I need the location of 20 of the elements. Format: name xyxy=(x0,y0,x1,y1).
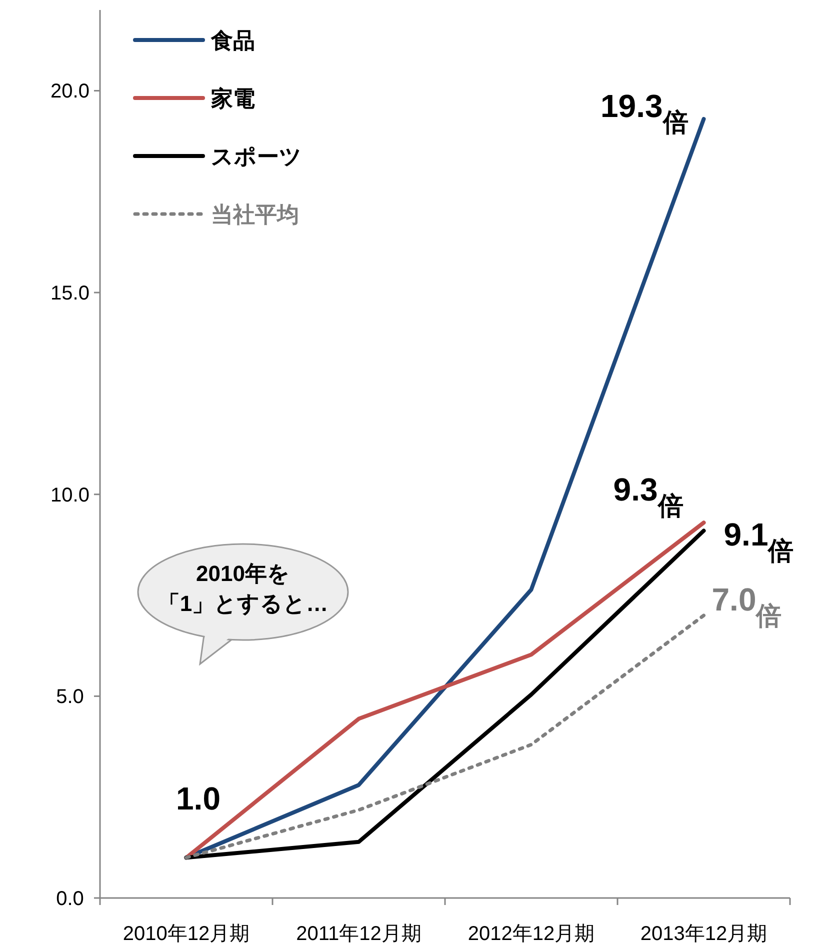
y-tick-label: 15.0 xyxy=(50,282,90,305)
x-tick-label: 2010年12月期 xyxy=(122,923,250,944)
annotation: 2010年を xyxy=(196,561,290,586)
annotation: 1.0 xyxy=(176,780,220,817)
annotation: 「1」とすると… xyxy=(158,591,328,616)
y-tick-label: 20.0 xyxy=(50,80,90,103)
legend-label: 家電 xyxy=(210,86,255,111)
annotation: 9.3$_{倍}$ xyxy=(613,472,684,521)
x-tick-label: 2011年12月期 xyxy=(296,923,422,944)
x-tick-label: 2012年12月期 xyxy=(468,923,595,944)
annotation: 9.1$_{倍}$ xyxy=(724,516,794,566)
y-tick-label: 0.0 xyxy=(56,888,84,910)
y-tick-label: 10.0 xyxy=(50,484,90,506)
annotation: 7.0$_{倍}$ xyxy=(712,581,782,630)
y-tick-label: 5.0 xyxy=(56,686,84,708)
x-tick-label: 2013年12月期 xyxy=(640,923,768,944)
legend-label: 食品 xyxy=(210,28,255,53)
legend-label: スポーツ xyxy=(211,144,302,169)
legend-label: 当社平均 xyxy=(211,202,299,227)
annotation: 19.3$_{倍}$ xyxy=(600,88,689,137)
